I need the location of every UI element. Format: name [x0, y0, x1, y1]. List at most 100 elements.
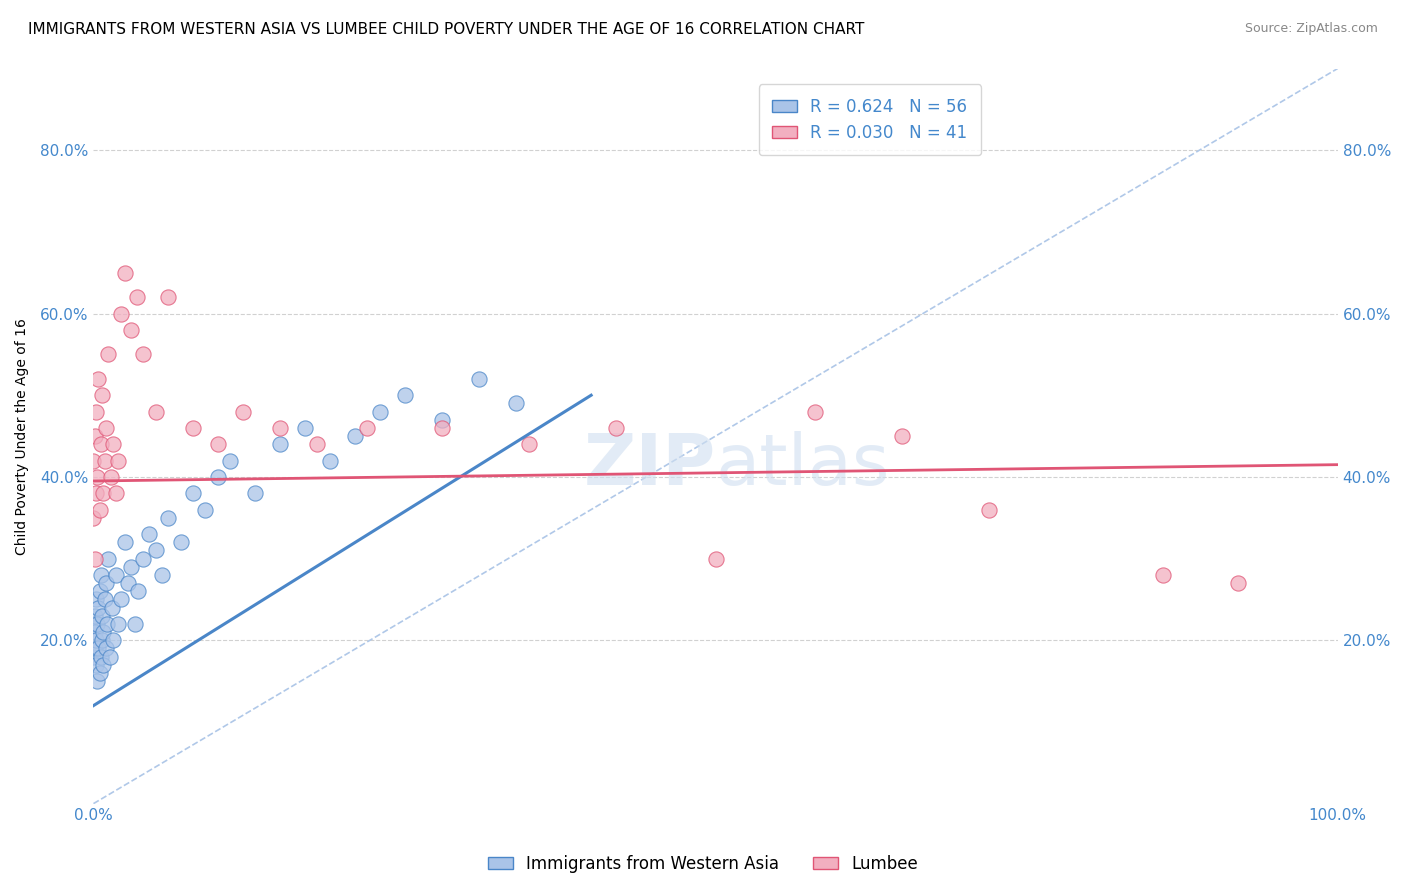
Point	[150, 568, 173, 582]
Point	[1152, 568, 1174, 582]
Point	[132, 347, 155, 361]
Point	[91, 633, 114, 648]
Point	[97, 347, 120, 361]
Point	[103, 633, 125, 648]
Point	[82, 616, 104, 631]
Point	[979, 502, 1001, 516]
Point	[1227, 576, 1250, 591]
Point	[91, 608, 114, 623]
Point	[232, 404, 254, 418]
Point	[98, 649, 121, 664]
Point	[100, 470, 122, 484]
Point	[93, 486, 115, 500]
Point	[83, 608, 105, 623]
Point	[245, 486, 267, 500]
Legend: R = 0.624   N = 56, R = 0.030   N = 41: R = 0.624 N = 56, R = 0.030 N = 41	[759, 84, 981, 155]
Point	[107, 453, 129, 467]
Point	[107, 616, 129, 631]
Point	[181, 486, 204, 500]
Point	[84, 486, 107, 500]
Point	[343, 429, 366, 443]
Point	[138, 527, 160, 541]
Point	[194, 502, 217, 516]
Point	[84, 404, 107, 418]
Point	[103, 437, 125, 451]
Point	[82, 510, 104, 524]
Text: ZIP: ZIP	[583, 431, 716, 500]
Point	[114, 266, 136, 280]
Point	[90, 568, 112, 582]
Point	[269, 437, 291, 451]
Point	[84, 657, 107, 672]
Point	[145, 404, 167, 418]
Point	[157, 510, 180, 524]
Point	[83, 625, 105, 640]
Text: IMMIGRANTS FROM WESTERN ASIA VS LUMBEE CHILD POVERTY UNDER THE AGE OF 16 CORRELA: IMMIGRANTS FROM WESTERN ASIA VS LUMBEE C…	[28, 22, 865, 37]
Point	[269, 421, 291, 435]
Point	[101, 600, 124, 615]
Point	[704, 551, 727, 566]
Point	[87, 372, 110, 386]
Point	[84, 592, 107, 607]
Point	[394, 388, 416, 402]
Point	[93, 657, 115, 672]
Point	[93, 592, 115, 607]
Point	[132, 551, 155, 566]
Point	[207, 470, 229, 484]
Point	[82, 649, 104, 664]
Point	[517, 437, 540, 451]
Point	[104, 568, 127, 582]
Point	[87, 641, 110, 656]
Point	[294, 421, 316, 435]
Point	[430, 413, 453, 427]
Point	[307, 437, 329, 451]
Point	[94, 576, 117, 591]
Point	[82, 453, 104, 467]
Point	[468, 372, 491, 386]
Point	[89, 502, 111, 516]
Point	[86, 674, 108, 689]
Point	[114, 535, 136, 549]
Point	[804, 404, 827, 418]
Point	[207, 437, 229, 451]
Point	[181, 421, 204, 435]
Point	[124, 616, 146, 631]
Y-axis label: Child Poverty Under the Age of 16: Child Poverty Under the Age of 16	[15, 318, 30, 555]
Point	[505, 396, 527, 410]
Point	[169, 535, 191, 549]
Point	[145, 543, 167, 558]
Point	[93, 453, 115, 467]
Point	[430, 421, 453, 435]
Point	[83, 429, 105, 443]
Point	[86, 616, 108, 631]
Point	[94, 641, 117, 656]
Point	[219, 453, 242, 467]
Point	[127, 584, 149, 599]
Point	[120, 559, 142, 574]
Point	[87, 600, 110, 615]
Point	[94, 421, 117, 435]
Point	[97, 551, 120, 566]
Point	[96, 616, 118, 631]
Point	[93, 625, 115, 640]
Point	[89, 584, 111, 599]
Point	[368, 404, 391, 418]
Point	[89, 665, 111, 680]
Point	[84, 633, 107, 648]
Point	[86, 470, 108, 484]
Point	[117, 576, 139, 591]
Point	[891, 429, 914, 443]
Point	[110, 592, 132, 607]
Point	[605, 421, 627, 435]
Point	[104, 486, 127, 500]
Point	[120, 323, 142, 337]
Point	[110, 307, 132, 321]
Point	[90, 437, 112, 451]
Text: Source: ZipAtlas.com: Source: ZipAtlas.com	[1244, 22, 1378, 36]
Point	[91, 388, 114, 402]
Point	[90, 649, 112, 664]
Legend: Immigrants from Western Asia, Lumbee: Immigrants from Western Asia, Lumbee	[481, 848, 925, 880]
Point	[356, 421, 378, 435]
Point	[83, 641, 105, 656]
Point	[319, 453, 342, 467]
